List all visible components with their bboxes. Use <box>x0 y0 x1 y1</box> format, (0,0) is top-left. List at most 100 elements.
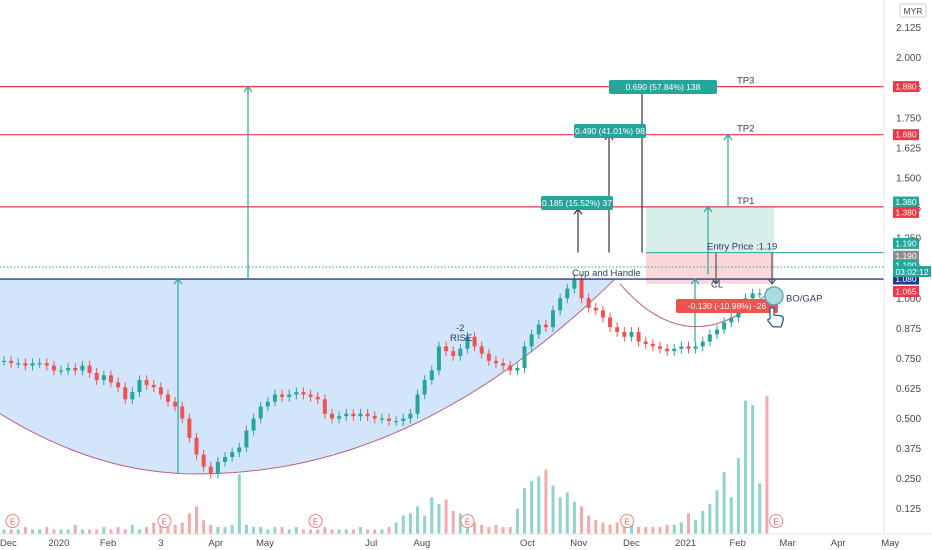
volume-bar <box>701 511 705 534</box>
candle-body <box>551 310 556 328</box>
volume-bar <box>615 522 619 534</box>
candle-body <box>729 317 734 323</box>
price-tag-label: 1.190 <box>895 260 917 270</box>
candle-body <box>422 380 427 395</box>
price-tag <box>893 196 919 208</box>
measure-box-cut-loss[interactable]: -0.130 (-10.98%) -26 <box>676 299 778 313</box>
candle-body <box>73 368 78 371</box>
price-tag-label: 1.680 <box>895 130 917 140</box>
volume-bar <box>387 527 391 534</box>
volume-bar <box>622 524 626 534</box>
price-tag <box>893 273 919 285</box>
tp2-label: TP2 <box>737 124 754 135</box>
volume-bar <box>672 524 676 534</box>
price-tag <box>893 250 919 262</box>
earnings-icon-letter: E <box>465 518 470 527</box>
volume-bar <box>102 527 106 534</box>
candle-body <box>329 413 334 419</box>
volume-bar <box>244 524 248 534</box>
earnings-icon[interactable] <box>5 513 20 529</box>
volume-bar <box>637 527 641 534</box>
volume-bar <box>473 522 477 534</box>
volume-bar <box>515 508 519 534</box>
volume-bar <box>558 497 562 534</box>
volume-bar <box>580 506 584 534</box>
measure-box-tp3[interactable]: 0.690 (57.84%) 138 <box>609 80 717 94</box>
candle-body <box>593 307 598 311</box>
time-tick-label: Mar <box>779 538 795 549</box>
pointing-hand-icon <box>767 307 784 328</box>
earnings-icon[interactable] <box>620 513 635 529</box>
bo-gap-label: BO/GAP <box>786 293 822 304</box>
volume-bar <box>416 506 420 534</box>
candle-body <box>23 363 28 366</box>
candle-body <box>344 413 349 417</box>
price-tag-label: 1.190 <box>895 251 917 261</box>
earnings-icon-letter: E <box>162 518 167 527</box>
profit-zone[interactable] <box>646 206 774 253</box>
volume-bar <box>123 529 127 534</box>
volume-bar <box>195 506 199 534</box>
earnings-icon[interactable] <box>308 513 323 529</box>
volume-bar <box>751 405 755 534</box>
price-tag <box>893 286 919 298</box>
volume-bar <box>330 529 334 534</box>
earnings-icon[interactable] <box>157 513 172 529</box>
candle-body <box>394 420 399 423</box>
currency-badge[interactable]: MYR <box>899 3 927 18</box>
earnings-icon[interactable] <box>769 513 784 529</box>
svg-text:03:02:12: 03:02:12 <box>895 267 928 277</box>
candle-body <box>522 346 527 369</box>
candle-body <box>615 327 620 332</box>
price-tick-label: 1.750 <box>896 113 921 124</box>
volume-bar <box>137 529 141 534</box>
price-tags: 1.8801.6801.3801.3801.1901.1901.1901.080… <box>893 81 919 298</box>
volume-bar <box>629 524 633 534</box>
svg-text:0.690 (57.84%) 138: 0.690 (57.84%) 138 <box>626 82 701 92</box>
volume-bar <box>765 396 769 534</box>
candle-body <box>158 387 163 395</box>
time-tick-label: Dec <box>623 538 640 549</box>
price-tag <box>893 259 919 271</box>
volume-bar <box>88 529 92 534</box>
volume-bar <box>544 469 548 534</box>
volume-bar <box>159 520 163 534</box>
price-tick-label: 2.125 <box>896 23 921 34</box>
candle-body <box>479 346 484 354</box>
time-axis[interactable] <box>0 534 932 550</box>
candle-body <box>108 375 113 383</box>
earnings-icon[interactable] <box>460 513 475 529</box>
time-tick-label: 2020 <box>48 538 69 549</box>
candle-body <box>665 348 670 352</box>
price-tag-label: 1.065 <box>895 287 917 297</box>
volume-bar <box>715 490 719 534</box>
candle-body <box>387 418 392 421</box>
cl-label: CL <box>711 280 723 291</box>
breakout-circle[interactable] <box>764 286 784 306</box>
candle-body <box>337 416 342 419</box>
volume-bar <box>380 529 384 534</box>
candle-body <box>750 293 755 299</box>
volume-bar <box>66 529 70 534</box>
volume-bar <box>444 499 448 534</box>
price-tag <box>893 81 919 93</box>
candle-body <box>272 394 277 402</box>
price-tag-label: 1.080 <box>895 274 917 284</box>
arrow-head <box>723 133 733 141</box>
measure-box-tp1[interactable]: 0.185 (15.52%) 37 <box>541 196 613 210</box>
volume-bar <box>359 527 362 534</box>
volume-bar <box>651 527 655 534</box>
volume-bar <box>736 458 740 534</box>
time-tick-label: 2021 <box>675 538 696 549</box>
time-tick-label: May <box>256 538 274 549</box>
candle-body <box>715 329 719 335</box>
candle-body <box>358 413 363 417</box>
rise-label: RISE <box>450 333 472 344</box>
price-tag <box>893 206 919 218</box>
candle-body <box>187 418 192 438</box>
measure-box-tp2[interactable]: 0.490 (41.01%) 98 <box>574 124 646 138</box>
volume-bar <box>686 513 690 534</box>
candle-body <box>600 310 605 318</box>
